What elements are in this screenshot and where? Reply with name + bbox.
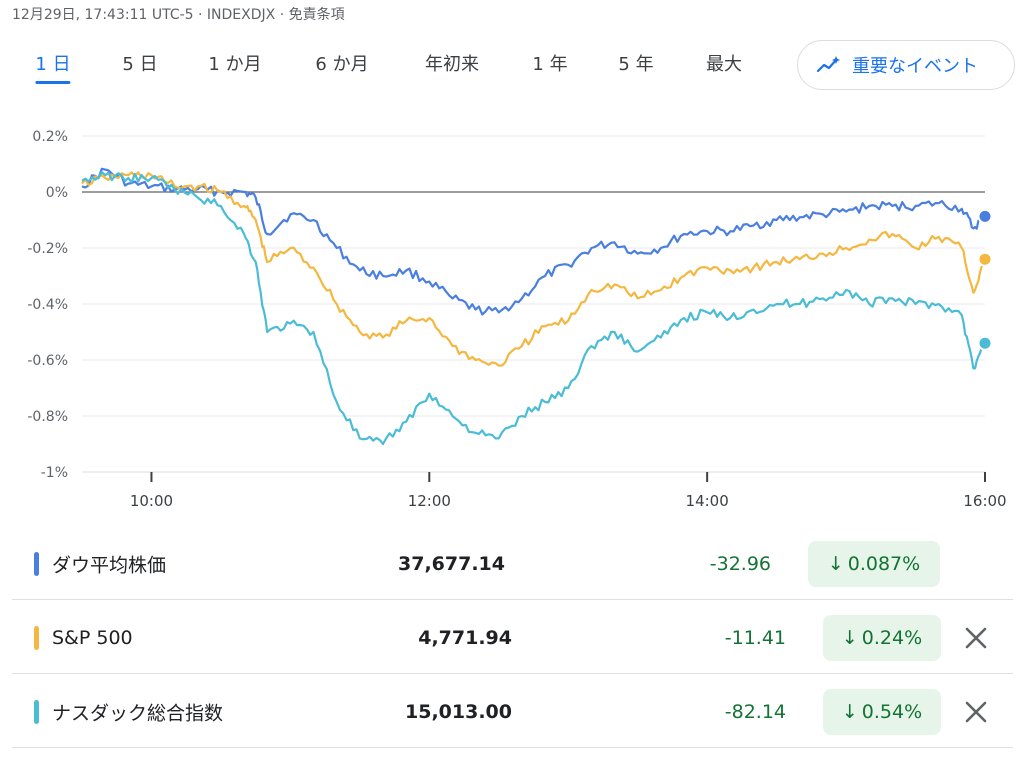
series-line-nasdaq bbox=[81, 171, 986, 446]
quote-row-sp500[interactable]: S&P 500 4,771.94 -11.41 ↓ 0.24% bbox=[12, 602, 1013, 674]
series-line-sp500 bbox=[81, 171, 986, 367]
down-arrow-icon: ↓ bbox=[841, 626, 858, 649]
series-swatch-nasdaq bbox=[34, 699, 39, 724]
y-tick-label: -0.4% bbox=[27, 297, 68, 313]
index-price: 4,771.94 bbox=[418, 626, 512, 649]
tab-6-months[interactable]: 6 か月 bbox=[315, 54, 369, 75]
x-tick-label: 10:00 bbox=[130, 492, 173, 510]
series-lines bbox=[81, 167, 986, 446]
series-endpoint-nasdaq bbox=[977, 335, 993, 351]
percent-change-value: 0.54% bbox=[861, 700, 923, 723]
index-name: ダウ平均株価 bbox=[52, 554, 167, 576]
key-events-label: 重要なイベント bbox=[852, 56, 978, 77]
tab-1-year[interactable]: 1 年 bbox=[532, 54, 568, 75]
time-range-tabs: 1 日 5 日 1 か月 6 か月 年初来 1 年 5 年 最大 bbox=[0, 50, 790, 86]
series-line-dow bbox=[81, 167, 986, 316]
series-swatch-sp500 bbox=[34, 625, 39, 650]
y-tick-label: -1% bbox=[41, 465, 68, 481]
tab-5-years[interactable]: 5 年 bbox=[618, 54, 654, 75]
percent-change-value: 0.087% bbox=[847, 552, 921, 575]
down-arrow-icon: ↓ bbox=[841, 700, 858, 723]
percent-change-value: 0.24% bbox=[861, 626, 923, 649]
gridlines bbox=[82, 135, 985, 473]
y-tick-label: -0.2% bbox=[27, 241, 68, 257]
x-axis: 10:00 12:00 14:00 16:00 bbox=[82, 471, 1007, 510]
percent-change-badge: ↓ 0.24% bbox=[823, 614, 941, 661]
quote-row-nasdaq[interactable]: ナスダック総合指数 15,013.00 -82.14 ↓ 0.54% bbox=[12, 676, 1013, 748]
percent-change-badge: ↓ 0.54% bbox=[823, 688, 941, 735]
series-endpoints bbox=[977, 208, 993, 351]
index-change: -32.96 bbox=[709, 552, 771, 575]
y-tick-label: 0.2% bbox=[32, 129, 68, 145]
index-name: ナスダック総合指数 bbox=[52, 702, 224, 724]
tab-1-month[interactable]: 1 か月 bbox=[208, 54, 262, 75]
tab-ytd[interactable]: 年初来 bbox=[425, 54, 479, 75]
quote-metadata: 12月29日, 17:43:11 UTC-5 · INDEXDJX · 免責条項 bbox=[12, 7, 345, 23]
remove-comparison-icon[interactable] bbox=[962, 698, 990, 726]
index-change: -11.41 bbox=[724, 626, 786, 649]
series-endpoint-sp500 bbox=[977, 251, 993, 267]
tab-1-day[interactable]: 1 日 bbox=[35, 50, 71, 84]
quote-row-dow[interactable]: ダウ平均株価 37,677.14 -32.96 ↓ 0.087% bbox=[12, 528, 1013, 600]
series-swatch-dow bbox=[34, 551, 39, 576]
key-events-button[interactable]: 重要なイベント bbox=[797, 40, 1015, 90]
intraday-line-chart[interactable]: 0.2% 0% -0.2% -0.4% -0.6% -0.8% -1% 10:00 12:00… bbox=[0, 118, 1019, 518]
tab-max[interactable]: 最大 bbox=[706, 54, 742, 75]
y-tick-label: 0% bbox=[46, 185, 68, 201]
index-price: 37,677.14 bbox=[398, 552, 505, 575]
x-tick-label: 12:00 bbox=[408, 492, 451, 510]
y-axis: 0.2% 0% -0.2% -0.4% -0.6% -0.8% -1% bbox=[27, 129, 68, 481]
series-endpoint-dow bbox=[977, 208, 993, 224]
sparkline-icon bbox=[816, 56, 840, 73]
y-tick-label: -0.8% bbox=[27, 409, 68, 425]
percent-change-badge: ↓ 0.087% bbox=[808, 540, 940, 587]
index-price: 15,013.00 bbox=[405, 700, 512, 723]
tab-5-days[interactable]: 5 日 bbox=[122, 54, 158, 75]
index-name: S&P 500 bbox=[52, 626, 133, 649]
x-tick-label: 16:00 bbox=[963, 492, 1006, 510]
index-change: -82.14 bbox=[724, 700, 786, 723]
y-tick-label: -0.6% bbox=[27, 353, 68, 369]
down-arrow-icon: ↓ bbox=[827, 552, 844, 575]
x-tick-label: 14:00 bbox=[686, 492, 729, 510]
remove-comparison-icon[interactable] bbox=[962, 624, 990, 652]
